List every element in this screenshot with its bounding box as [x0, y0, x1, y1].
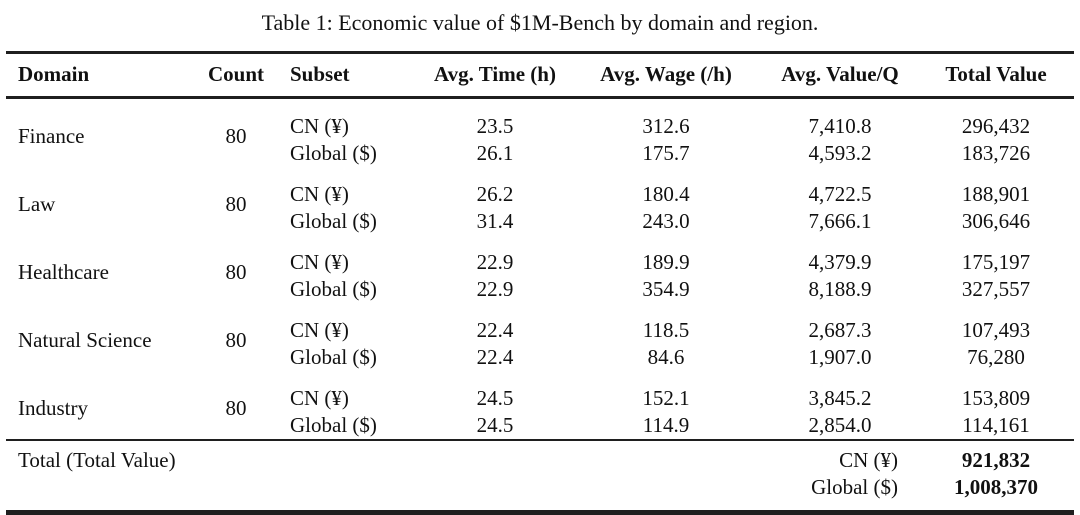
cell-total-value: 175,197 — [961, 250, 1031, 274]
cell-subset: Global ($) — [290, 413, 377, 437]
cell-avg-wage: 175.7 — [642, 141, 690, 165]
table-caption: Table 1: Economic value of $1M-Bench by … — [261, 10, 819, 35]
table-row: Industry 80 CN (¥) 24.5 152.1 3,845.2 15… — [6, 371, 1074, 420]
total-row-global: Global ($) 1,008,370 — [6, 474, 1074, 513]
cell-total-value: 188,901 — [961, 182, 1031, 206]
table-row: Natural Science 80 CN (¥) 22.4 118.5 2,6… — [6, 303, 1074, 352]
col-header-avg-wage: Avg. Wage (/h) — [570, 52, 762, 99]
table-row: Global ($) 26.1 175.7 4,593.2 183,726 — [6, 140, 1074, 167]
cell-avg-time: 22.4 — [476, 318, 514, 342]
cell-subset: Global ($) — [290, 141, 377, 165]
col-header-domain: Domain — [6, 52, 200, 99]
cell-avg-time: 23.5 — [476, 114, 514, 138]
cell-avg-value-q: 7,666.1 — [808, 209, 872, 233]
cell-avg-wage: 84.6 — [647, 345, 685, 369]
total-row-cn: Total (Total Value) CN (¥) 921,832 — [6, 440, 1074, 474]
cell-subset: CN (¥) — [290, 114, 349, 138]
col-header-count: Count — [200, 52, 272, 99]
cell-avg-wage: 189.9 — [642, 250, 690, 274]
table-header: Domain Count Subset Avg. Time (h) Avg. W… — [6, 52, 1074, 99]
header-row: Domain Count Subset Avg. Time (h) Avg. W… — [6, 52, 1074, 99]
cell-avg-wage: 118.5 — [642, 318, 690, 342]
table-row: Global ($) 24.5 114.9 2,854.0 114,161 — [6, 412, 1074, 440]
cell-avg-value-q: 4,722.5 — [808, 182, 872, 206]
domain-group-finance: Finance 80 CN (¥) 23.5 312.6 7,410.8 296… — [6, 98, 1074, 168]
cell-avg-value-q: 8,188.9 — [808, 277, 872, 301]
cell-total-value: 76,280 — [967, 345, 1025, 369]
cell-subset: CN (¥) — [290, 182, 349, 206]
cell-total-value: 114,161 — [962, 413, 1030, 437]
col-header-avg-value-q: Avg. Value/Q — [762, 52, 918, 99]
cell-total-value: 183,726 — [961, 141, 1031, 165]
cell-avg-value-q: 2,854.0 — [808, 413, 872, 437]
cell-domain: Finance — [18, 123, 85, 148]
cell-avg-time: 26.2 — [476, 182, 514, 206]
cell-count: 80 — [225, 191, 247, 216]
domain-group-industry: Industry 80 CN (¥) 24.5 152.1 3,845.2 15… — [6, 371, 1074, 440]
cell-avg-wage: 180.4 — [642, 182, 690, 206]
domain-group-law: Law 80 CN (¥) 26.2 180.4 4,722.5 188,901… — [6, 167, 1074, 235]
cell-avg-wage: 152.1 — [642, 386, 690, 410]
cell-domain: Natural Science — [18, 327, 152, 352]
cell-total-value: 306,646 — [961, 209, 1031, 233]
table-row: Finance 80 CN (¥) 23.5 312.6 7,410.8 296… — [6, 98, 1074, 148]
cell-subset: Global ($) — [290, 345, 377, 369]
cell-total-value: 296,432 — [961, 114, 1031, 138]
cell-total-value: 107,493 — [961, 318, 1031, 342]
cell-avg-time: 24.5 — [476, 386, 514, 410]
cell-avg-value-q: 4,379.9 — [808, 250, 872, 274]
cell-avg-value-q: 2,687.3 — [808, 318, 872, 342]
cell-avg-time: 24.5 — [476, 413, 514, 437]
cell-total-value: 153,809 — [961, 386, 1031, 410]
cell-count: 80 — [225, 259, 247, 284]
table-row: Healthcare 80 CN (¥) 22.9 189.9 4,379.9 … — [6, 235, 1074, 284]
cell-avg-wage: 354.9 — [642, 277, 690, 301]
table-row: Global ($) 22.4 84.6 1,907.0 76,280 — [6, 344, 1074, 371]
cell-avg-time: 22.9 — [476, 277, 514, 301]
table-row: Global ($) 31.4 243.0 7,666.1 306,646 — [6, 208, 1074, 235]
cell-domain: Healthcare — [18, 259, 109, 284]
cell-avg-value-q: 7,410.8 — [808, 114, 872, 138]
cell-avg-value-q: 1,907.0 — [808, 345, 872, 369]
cell-domain: Law — [18, 191, 56, 216]
col-header-total-value: Total Value — [918, 52, 1074, 99]
cell-avg-value-q: 4,593.2 — [808, 141, 872, 165]
cell-count: 80 — [225, 327, 247, 352]
table-row: Law 80 CN (¥) 26.2 180.4 4,722.5 188,901 — [6, 167, 1074, 216]
cell-subset: CN (¥) — [290, 250, 349, 274]
domain-group-healthcare: Healthcare 80 CN (¥) 22.9 189.9 4,379.9 … — [6, 235, 1074, 303]
total-subset-cn: CN (¥) — [839, 448, 898, 472]
total-label-spacer — [6, 474, 762, 513]
cell-domain: Industry — [18, 395, 88, 420]
total-value-cn: 921,832 — [961, 448, 1031, 472]
cell-avg-value-q: 3,845.2 — [808, 386, 872, 410]
table-row: Global ($) 22.9 354.9 8,188.9 327,557 — [6, 276, 1074, 303]
cell-avg-wage: 243.0 — [642, 209, 690, 233]
total-label: Total (Total Value) — [18, 448, 176, 472]
cell-avg-time: 31.4 — [476, 209, 514, 233]
domain-group-natural-science: Natural Science 80 CN (¥) 22.4 118.5 2,6… — [6, 303, 1074, 371]
cell-total-value: 327,557 — [961, 277, 1031, 301]
cell-subset: CN (¥) — [290, 318, 349, 342]
col-header-avg-time: Avg. Time (h) — [420, 52, 570, 99]
cell-avg-wage: 312.6 — [642, 114, 690, 138]
cell-count: 80 — [225, 123, 247, 148]
cell-subset: CN (¥) — [290, 386, 349, 410]
cell-avg-time: 22.4 — [476, 345, 514, 369]
cell-avg-time: 22.9 — [476, 250, 514, 274]
cell-avg-time: 26.1 — [476, 141, 514, 165]
cell-count: 80 — [225, 395, 247, 420]
economic-value-table: Domain Count Subset Avg. Time (h) Avg. W… — [6, 51, 1074, 515]
cell-subset: Global ($) — [290, 277, 377, 301]
cell-avg-wage: 114.9 — [642, 413, 690, 437]
total-subset-global: Global ($) — [811, 475, 898, 499]
total-value-global: 1,008,370 — [954, 475, 1038, 499]
cell-subset: Global ($) — [290, 209, 377, 233]
col-header-subset: Subset — [272, 52, 420, 99]
total-section: Total (Total Value) CN (¥) 921,832 Globa… — [6, 440, 1074, 513]
